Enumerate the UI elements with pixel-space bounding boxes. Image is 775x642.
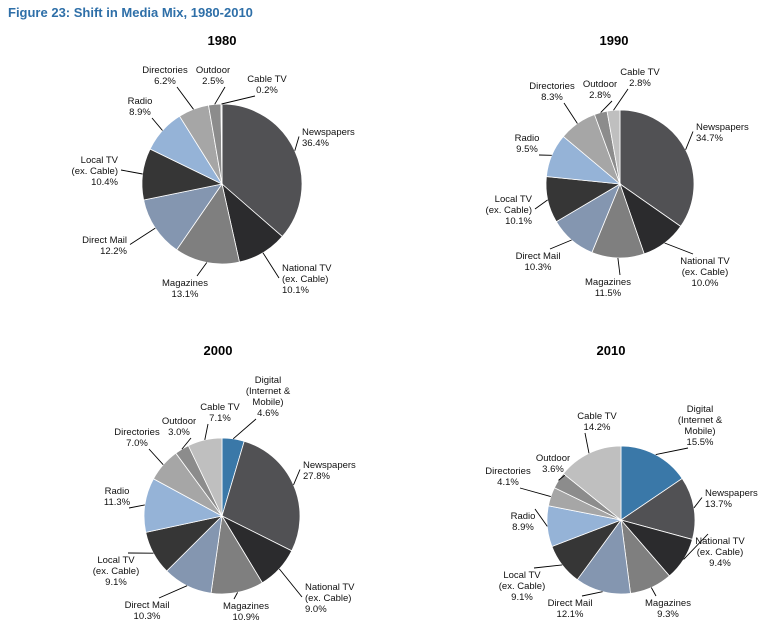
slice-label-outdoor-2010: Outdoor 3.6% xyxy=(536,453,570,475)
slice-label-outdoor-1990: Outdoor 2.8% xyxy=(583,79,617,101)
pie-chart-2010: 2010 Digital (Internet & Mobile) 15.5% Newspa… xyxy=(485,343,758,620)
slice-label-national-tv-1990: National TV (ex. Cable) 10.0% xyxy=(680,256,730,289)
slice-label-local-tv-2000: Local TV (ex. Cable) 9.1% xyxy=(93,555,139,588)
slice-label-cable-tv-2010: Cable TV 14.2% xyxy=(577,411,617,433)
slice-label-magazines-2000: Magazines 10.9% xyxy=(223,601,269,623)
leader-line-national-tv-2000 xyxy=(278,568,303,598)
slice-label-digital-2010: Digital (Internet & Mobile) 15.5% xyxy=(678,404,723,448)
slice-label-radio-2000: Radio 11.3% xyxy=(104,486,131,508)
leader-line-direct-mail-1980 xyxy=(129,227,156,245)
leader-line-cable-tv-2000 xyxy=(204,423,209,440)
pie-chart-1980: 1980 Newspapers 36.4% National TV (ex. Cable… xyxy=(72,33,356,300)
slice-label-outdoor-2000: Outdoor 3.0% xyxy=(162,416,196,438)
leader-line-local-tv-2010 xyxy=(533,564,563,569)
pie-title-1980: 1980 xyxy=(208,33,237,48)
slice-label-directories-2010: Directories 4.1% xyxy=(485,466,531,488)
slice-label-magazines-1980: Magazines 13.1% xyxy=(162,278,208,300)
slice-label-radio-1990: Radio 9.5% xyxy=(515,133,540,155)
pie-slice-digital-2010 xyxy=(620,445,683,521)
slice-label-local-tv-1980: Local TV (ex. Cable) 10.4% xyxy=(72,155,119,188)
slice-label-newspapers-2000: Newspapers 27.8% xyxy=(303,460,356,482)
leader-line-cable-tv-1980 xyxy=(221,95,256,105)
leader-line-magazines-1990 xyxy=(617,257,621,276)
leader-line-direct-mail-2000 xyxy=(158,585,188,599)
pie-chart-1990: 1990 Newspapers 34.7% National TV (ex. Cable… xyxy=(486,33,750,299)
pie-title-1990: 1990 xyxy=(600,33,629,48)
slice-label-local-tv-1990: Local TV (ex. Cable) 10.1% xyxy=(486,194,533,227)
slice-label-magazines-1990: Magazines 11.5% xyxy=(585,277,631,299)
leader-line-digital-2010 xyxy=(655,447,689,456)
pie-title-2000: 2000 xyxy=(204,343,233,358)
pie-slice-cable-tv-2000 xyxy=(187,437,223,517)
pie-slice-newspapers-2010 xyxy=(620,477,696,540)
leader-line-magazines-2010 xyxy=(650,587,657,597)
slice-label-radio-1980: Radio 8.9% xyxy=(128,96,153,118)
slice-label-outdoor-1980: Outdoor 2.5% xyxy=(196,65,230,87)
slice-label-radio-2010: Radio 8.9% xyxy=(511,511,536,533)
leader-line-local-tv-1990 xyxy=(534,199,548,210)
leader-line-magazines-2000 xyxy=(233,592,238,600)
slice-label-national-tv-1980: National TV (ex. Cable) 10.1% xyxy=(282,263,332,296)
pie-slice-newspapers-1990 xyxy=(619,109,695,227)
pie-slice-newspapers-1980 xyxy=(221,103,303,238)
slice-label-direct-mail-1990: Direct Mail 10.3% xyxy=(516,251,561,273)
slice-label-directories-2000: Directories 7.0% xyxy=(114,427,160,449)
leader-line-outdoor-1980 xyxy=(214,86,226,105)
leader-line-magazines-1980 xyxy=(196,262,208,277)
leader-line-radio-2000 xyxy=(128,504,145,509)
leader-line-radio-2010 xyxy=(534,508,548,527)
leader-line-outdoor-2010 xyxy=(558,474,566,481)
leader-line-radio-1980 xyxy=(151,117,163,131)
leader-line-newspapers-1980 xyxy=(294,136,300,151)
leader-line-directories-2010 xyxy=(519,487,551,498)
leader-line-directories-2000 xyxy=(148,448,164,466)
leader-line-cable-tv-2010 xyxy=(584,432,590,454)
leader-line-national-tv-2010 xyxy=(683,533,709,560)
slice-label-magazines-2010: Magazines 9.3% xyxy=(645,598,691,620)
pie-chart-2000: 2000 Digital (Internet & Mobile) 4.6% Newspap… xyxy=(93,343,356,623)
slice-label-national-tv-2010: National TV (ex. Cable) 9.4% xyxy=(695,536,745,569)
pie-slice-direct-mail-1980 xyxy=(143,183,223,251)
leader-line-outdoor-2000 xyxy=(181,437,192,450)
pie-slice-newspapers-2000 xyxy=(221,440,301,552)
slice-label-national-tv-2000: National TV (ex. Cable) 9.0% xyxy=(305,582,355,615)
slice-label-digital-2000: Digital (Internet & Mobile) 4.6% xyxy=(246,375,291,419)
leader-line-digital-2000 xyxy=(232,418,257,440)
leader-line-direct-mail-1990 xyxy=(549,239,572,250)
leader-line-outdoor-1990 xyxy=(600,100,613,113)
slice-label-direct-mail-2000: Direct Mail 10.3% xyxy=(125,600,170,622)
slice-label-directories-1990: Directories 8.3% xyxy=(529,81,575,103)
pie-title-2010: 2010 xyxy=(597,343,626,358)
leader-line-directories-1990 xyxy=(563,102,578,124)
leader-line-newspapers-1990 xyxy=(685,131,694,150)
slice-label-cable-tv-2000: Cable TV 7.1% xyxy=(200,402,240,424)
leader-line-directories-1980 xyxy=(176,86,194,110)
leader-line-cable-tv-1990 xyxy=(613,88,629,111)
leader-line-direct-mail-2010 xyxy=(581,591,603,597)
slice-label-newspapers-1980: Newspapers 36.4% xyxy=(302,127,355,149)
figure-title: Figure 23: Shift in Media Mix, 1980-2010 xyxy=(8,5,253,20)
slice-label-local-tv-2010: Local TV (ex. Cable) 9.1% xyxy=(499,570,545,603)
leader-line-local-tv-1980 xyxy=(120,169,143,175)
slice-label-newspapers-2010: Newspapers 13.7% xyxy=(705,488,758,510)
pie-slice-magazines-1980 xyxy=(176,183,240,265)
slice-label-cable-tv-1990: Cable TV 2.8% xyxy=(620,67,660,89)
leader-line-national-tv-1990 xyxy=(664,242,694,255)
leader-line-newspapers-2010 xyxy=(693,497,703,509)
slice-label-direct-mail-2010: Direct Mail 12.1% xyxy=(548,598,593,620)
leader-line-newspapers-2000 xyxy=(293,469,301,486)
slice-label-cable-tv-1980: Cable TV 0.2% xyxy=(247,74,287,96)
slice-label-direct-mail-1980: Direct Mail 12.2% xyxy=(82,235,127,257)
slice-label-directories-1980: Directories 6.2% xyxy=(142,65,188,87)
leader-line-national-tv-1980 xyxy=(262,252,280,279)
slice-label-newspapers-1990: Newspapers 34.7% xyxy=(696,122,749,144)
